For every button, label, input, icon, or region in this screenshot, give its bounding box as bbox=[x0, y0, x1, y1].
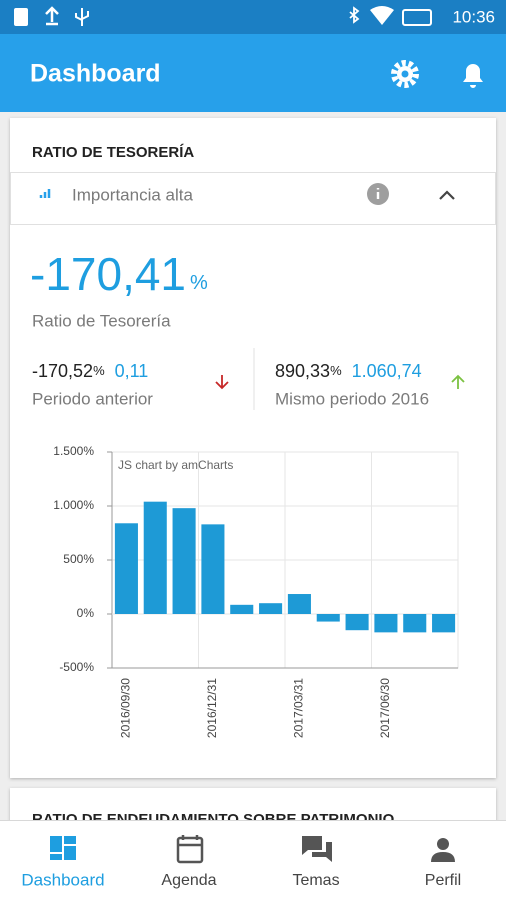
y-tick-label: -500% bbox=[59, 660, 94, 674]
main-number: -170,41 bbox=[30, 248, 186, 300]
same-period-number: 890,33 bbox=[275, 361, 330, 381]
bluetooth-icon bbox=[349, 6, 360, 24]
bar bbox=[201, 524, 225, 614]
bar bbox=[374, 614, 398, 633]
previous-change: 0,11 bbox=[115, 361, 149, 381]
y-tick-label: 1.000% bbox=[53, 498, 94, 512]
usb-icon bbox=[75, 8, 89, 26]
nav-temas[interactable]: Temas bbox=[292, 836, 340, 889]
nav-agenda[interactable]: Agenda bbox=[161, 835, 217, 889]
previous-number: -170,52 bbox=[32, 361, 93, 381]
nav-label: Temas bbox=[292, 872, 339, 889]
app-title: Dashboard bbox=[30, 60, 161, 88]
notifications-button[interactable] bbox=[463, 64, 483, 88]
main-label: Ratio de Tesorería bbox=[32, 311, 171, 330]
main-value: -170,41% bbox=[30, 248, 208, 300]
status-icon bbox=[14, 8, 28, 26]
same-period-unit: % bbox=[330, 363, 342, 378]
collapse-icon[interactable] bbox=[439, 190, 455, 200]
previous-value: -170,52% 0,11 bbox=[32, 361, 148, 381]
main-unit: % bbox=[190, 272, 208, 294]
next-card-title: RATIO DE ENDEUDAMIENTO SOBRE PATRIMONIO bbox=[32, 811, 395, 828]
bar bbox=[287, 594, 311, 614]
battery-icon bbox=[402, 9, 432, 26]
bar bbox=[403, 614, 427, 633]
y-tick-label: 1.500% bbox=[53, 444, 94, 458]
bar bbox=[316, 614, 340, 622]
same-period-value: 890,33% 1.060,74 bbox=[275, 361, 422, 381]
chart: 1.500% 1.000% 500% 0% -500% JS chart by amCha… bbox=[53, 444, 459, 738]
importance-text: Importancia alta bbox=[72, 185, 193, 204]
bottom-nav bbox=[0, 820, 506, 900]
bar bbox=[230, 604, 254, 614]
same-period-label: Mismo periodo 2016 bbox=[275, 389, 429, 408]
nav-label: Dashboard bbox=[21, 870, 104, 889]
y-tick-label: 0% bbox=[77, 606, 95, 620]
x-tick-label: 2017/06/30 bbox=[378, 678, 392, 738]
upload-icon bbox=[45, 6, 59, 26]
x-tick-label: 2016/09/30 bbox=[119, 678, 133, 738]
previous-label: Periodo anterior bbox=[32, 389, 153, 408]
bar bbox=[432, 614, 456, 633]
bar bbox=[143, 501, 167, 614]
x-tick-label: 2016/12/31 bbox=[205, 678, 219, 738]
same-period-change: 1.060,74 bbox=[352, 361, 422, 381]
nav-perfil[interactable]: Perfil bbox=[425, 838, 461, 889]
importance-row[interactable] bbox=[10, 172, 496, 225]
nav-dashboard[interactable]: Dashboard bbox=[21, 836, 105, 889]
wifi-icon bbox=[370, 6, 394, 25]
bar bbox=[259, 603, 283, 614]
next-card bbox=[10, 788, 496, 820]
settings-button[interactable] bbox=[391, 60, 419, 88]
previous-unit: % bbox=[93, 363, 105, 378]
bar bbox=[114, 523, 138, 614]
nav-label: Agenda bbox=[161, 872, 216, 889]
app-bar bbox=[0, 34, 506, 112]
watermark: JS chart by amCharts bbox=[118, 458, 233, 472]
y-tick-label: 500% bbox=[63, 552, 94, 566]
x-tick-label: 2017/03/31 bbox=[292, 678, 306, 738]
up-arrow bbox=[451, 374, 465, 389]
bar bbox=[345, 614, 369, 631]
bar bbox=[172, 508, 196, 614]
down-arrow bbox=[215, 375, 229, 390]
card-title: RATIO DE TESORERÍA bbox=[32, 144, 194, 161]
nav-label: Perfil bbox=[425, 872, 461, 889]
status-time: 10:36 bbox=[452, 7, 495, 26]
importance-icon bbox=[39, 189, 51, 198]
